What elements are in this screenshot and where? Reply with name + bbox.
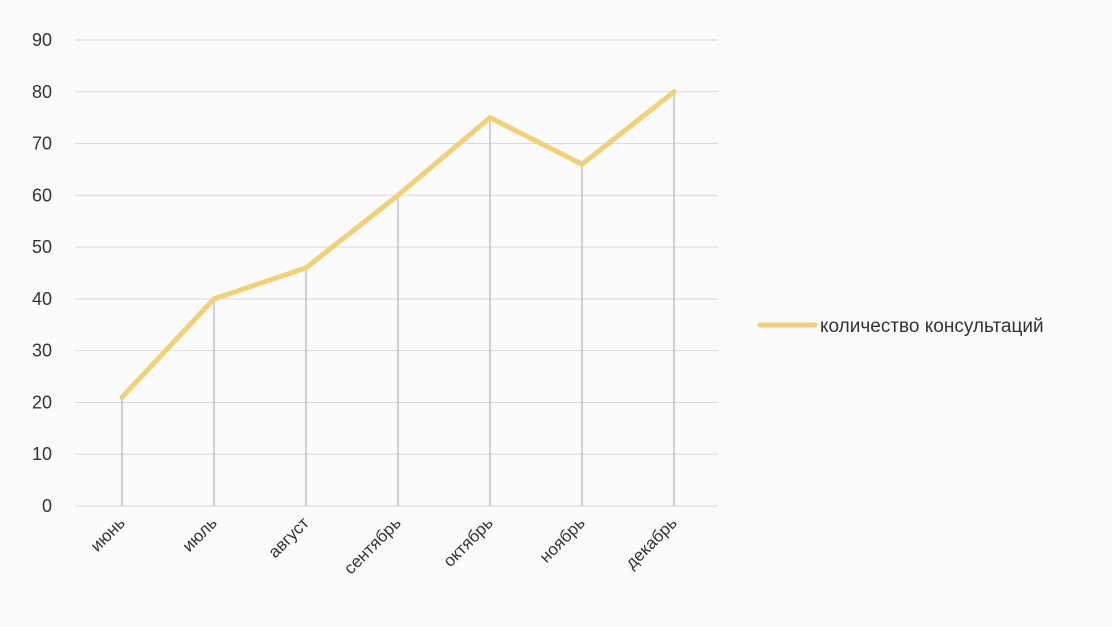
x-axis: июнь июль август сентябрь октябрь ноябрь декаб… [87,513,681,578]
x-tick-label: август [265,513,313,561]
data-point [211,296,217,302]
x-tick-label: ноябрь [536,513,589,566]
data-point [487,115,493,121]
x-tick-label: июль [179,513,221,555]
data-point [303,265,309,271]
x-tick-label: октябрь [439,513,496,570]
legend: количество консультаций [757,316,1044,337]
y-tick-label: 50 [32,237,52,257]
legend-label: количество консультаций [820,316,1044,337]
x-tick-label: сентябрь [340,513,405,578]
x-tick-label: декабрь [622,513,681,572]
y-tick-label: 0 [42,496,52,516]
data-point [579,161,585,167]
y-tick-label: 20 [32,392,52,412]
y-tick-label: 40 [32,289,52,309]
y-tick-label: 60 [32,185,52,205]
y-tick-label: 70 [32,134,52,154]
y-axis: 0 10 20 30 40 50 60 70 80 90 [32,30,52,516]
data-point [119,394,125,400]
gridlines [75,39,718,507]
x-tick-label: июнь [87,513,129,555]
drop-lines [121,91,675,506]
y-tick-label: 80 [32,82,52,102]
data-point [395,192,401,198]
data-point [671,89,677,95]
series-lines [119,89,677,400]
y-tick-label: 30 [32,341,52,361]
y-tick-label: 90 [32,30,52,50]
y-tick-label: 10 [32,444,52,464]
